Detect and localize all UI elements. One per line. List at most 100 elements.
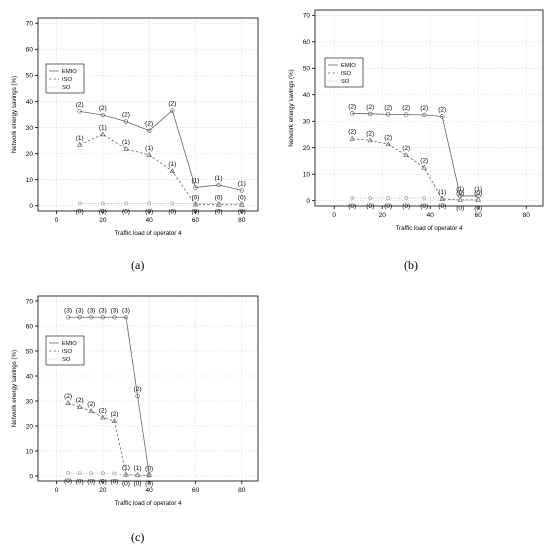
- data-label-so: (0): [215, 208, 223, 215]
- data-point-emio: [77, 315, 82, 320]
- chart-panel-b: 0 20 40 60 80 0 10 20 30 40 50 60 70 Traffic load of …: [275, 0, 550, 245]
- data-point-so: [386, 196, 391, 200]
- y-tick-label: 40: [303, 92, 311, 99]
- data-label-iso: (2): [99, 408, 107, 415]
- y-tick-label: 70: [26, 21, 34, 28]
- legend-label-so: SO: [62, 357, 71, 363]
- data-point-emio: [89, 315, 94, 320]
- caption-c: (c): [131, 530, 145, 544]
- data-label-so: (0): [384, 203, 392, 210]
- data-label-emio: (2): [348, 103, 356, 110]
- data-label-emio: (1): [474, 186, 482, 193]
- y-axis-label: Network energy savings (%): [288, 69, 295, 146]
- data-label-emio: (2): [420, 105, 428, 112]
- series-line-so: [352, 197, 479, 201]
- data-label-iso: (1): [76, 135, 84, 142]
- y-tick-label: 50: [303, 66, 311, 73]
- data-point-emio: [367, 111, 373, 117]
- data-point-iso: [88, 408, 94, 413]
- x-tick-label: 40: [146, 217, 154, 224]
- x-tick-label: 80: [238, 487, 246, 494]
- data-point-iso: [439, 196, 445, 202]
- data-label-iso: (1): [122, 465, 130, 472]
- data-point-emio: [112, 315, 117, 320]
- x-tick-label: 0: [55, 217, 59, 224]
- data-point-emio: [216, 182, 221, 188]
- y-tick-label: 30: [26, 125, 34, 132]
- data-label-iso: (0): [145, 465, 153, 472]
- data-point-so: [404, 196, 409, 200]
- data-label-so: (0): [145, 481, 153, 488]
- data-point-emio: [135, 393, 140, 399]
- data-point-emio: [239, 188, 244, 193]
- data-label-emio: (2): [99, 105, 107, 112]
- data-label-so: (0): [168, 208, 176, 215]
- data-label-so: (0): [420, 203, 428, 210]
- data-point-iso: [349, 135, 355, 141]
- data-label-so: (0): [87, 478, 95, 485]
- data-label-so: (0): [348, 203, 356, 210]
- x-tick-label: 80: [238, 217, 246, 224]
- y-tick-label: 20: [26, 151, 34, 158]
- data-point-iso: [76, 404, 83, 409]
- x-tick-label: 60: [192, 487, 200, 494]
- data-point-emio: [77, 109, 82, 114]
- data-label-emio: (2): [122, 112, 130, 119]
- data-label-so: (0): [99, 478, 107, 485]
- legend-label-iso: ISO: [62, 349, 72, 355]
- chart-b-svg: 0 20 40 60 80 0 10 20 30 40 50 60 70 Traffic load of …: [288, 9, 544, 232]
- x-axis-label: Traffic load of operator 4: [114, 500, 182, 507]
- x-tick-label: 60: [475, 212, 483, 219]
- data-point-so: [193, 201, 198, 206]
- data-label-so: (0): [474, 205, 482, 212]
- y-tick-label: 70: [26, 298, 34, 305]
- data-point-emio: [422, 112, 427, 118]
- data-point-emio: [123, 119, 129, 124]
- data-label-emio: (2): [366, 104, 374, 111]
- data-point-emio: [170, 108, 175, 113]
- data-point-so: [239, 201, 244, 206]
- data-label-iso: (0): [456, 190, 464, 197]
- x-axis-label: Traffic load of operator 4: [114, 230, 182, 237]
- data-label-iso: (0): [238, 195, 246, 202]
- legend-box: [45, 335, 85, 366]
- data-label-iso: (2): [384, 134, 392, 141]
- y-tick-label: 60: [26, 323, 34, 330]
- data-point-iso: [123, 146, 129, 151]
- data-label-emio: (1): [191, 178, 199, 185]
- data-point-so: [350, 196, 355, 200]
- y-tick-label: 0: [29, 473, 33, 480]
- data-label-emio: (2): [402, 105, 410, 112]
- data-point-so: [100, 471, 105, 476]
- legend-label-emio: EMIO: [341, 63, 356, 69]
- data-point-so: [147, 473, 152, 478]
- plot-frame: [37, 17, 259, 212]
- data-point-iso: [100, 414, 106, 420]
- data-point-emio: [100, 112, 106, 118]
- data-point-emio: [385, 112, 391, 117]
- data-label-so: (0): [238, 208, 246, 215]
- data-point-so: [124, 201, 128, 206]
- data-label-iso: (2): [420, 158, 428, 165]
- data-point-so: [147, 201, 152, 206]
- data-label-emio: (2): [76, 101, 84, 108]
- series-line-iso: [352, 138, 479, 201]
- data-point-iso: [421, 164, 427, 170]
- data-label-emio: (2): [438, 106, 446, 113]
- data-label-iso: (2): [110, 411, 118, 418]
- y-tick-label: 60: [26, 47, 34, 54]
- data-label-iso: (0): [474, 190, 482, 197]
- x-tick-label: 0: [55, 487, 59, 494]
- data-label-iso: (2): [348, 129, 356, 136]
- data-label-emio: (1): [215, 175, 223, 182]
- data-label-emio: (3): [122, 307, 130, 314]
- data-label-iso: (2): [64, 393, 72, 400]
- data-label-iso: (1): [99, 124, 107, 131]
- x-axis-label: Traffic load of operator 4: [395, 225, 463, 232]
- y-tick-label: 30: [26, 398, 34, 405]
- x-tick-label: 40: [146, 487, 154, 494]
- legend-label-so: SO: [341, 79, 350, 85]
- data-point-so: [66, 471, 71, 475]
- x-tick-label: 0: [332, 212, 336, 219]
- data-label-so: (0): [145, 208, 153, 215]
